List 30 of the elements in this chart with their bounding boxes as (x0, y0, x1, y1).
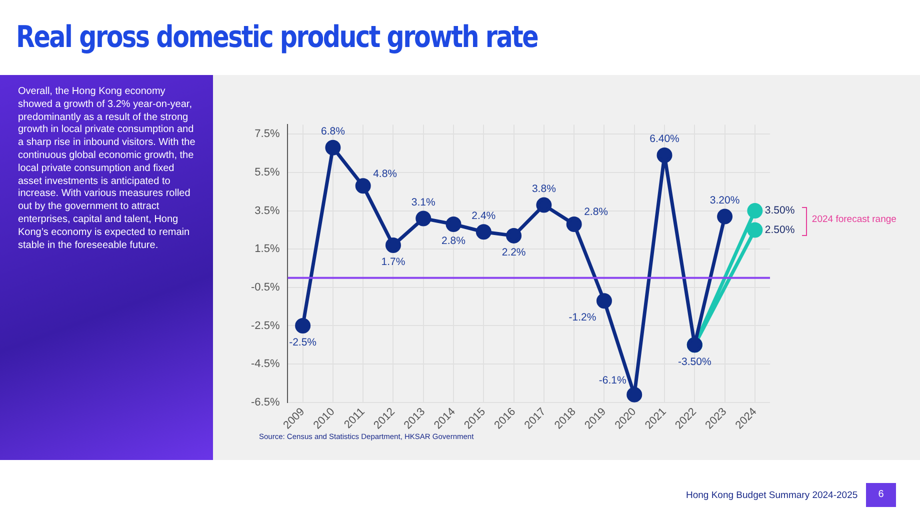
y-tick-label: 1.5% (254, 243, 280, 256)
data-label: 1.7% (381, 256, 406, 268)
text: 2024 forecast range (812, 214, 896, 226)
data-label: -2.5% (289, 336, 317, 349)
y-tick-label: 5.5% (254, 166, 280, 179)
data-label: -6.1% (598, 374, 626, 387)
text: Overall, the Hong Kong economy showed a growth of 3.2% year-on-year, predominantly as a result of the strong growth in local private consumption and a sharp rise in inbound visitors. With the continuous global economic growth, the local private consumption and fixed asset investments is anticipated to increase. With various measures rolled out by the government to attract enterprises, capital and talent, Hong Kong’s economy is expected to remain stable in the foreseeable future. (18, 86, 196, 251)
y-tick-label: -0.5% (250, 281, 280, 294)
chart-title: Real gross domestic product growth rate (16, 20, 538, 55)
y-tick-label: -4.5% (250, 358, 280, 370)
data-label: 3.8% (532, 182, 556, 195)
data-label: 3.50% (764, 204, 795, 217)
data-label: 4.8% (373, 168, 398, 180)
text: Hong Kong Budget Summary 2024-2025 (686, 490, 858, 501)
data-label: -3.50% (678, 356, 712, 368)
data-label: 2.50% (764, 224, 795, 236)
data-label: 3.20% (710, 194, 740, 206)
y-tick-label: 7.5% (254, 128, 280, 140)
data-label: 3.1% (411, 196, 436, 208)
data-label: 2.4% (472, 210, 496, 222)
data-label: 2.2% (502, 246, 526, 259)
y-tick-label: -6.5% (250, 396, 280, 408)
data-label: -1.2% (568, 312, 596, 324)
data-label: 2.8% (584, 206, 608, 218)
data-label: 6.8% (320, 125, 345, 138)
data-label: 2.8% (442, 235, 466, 248)
y-tick-label: -2.5% (250, 320, 280, 332)
data-label: 6.40% (650, 133, 680, 146)
text: 6 (866, 483, 896, 507)
y-tick-label: 3.5% (254, 204, 280, 217)
